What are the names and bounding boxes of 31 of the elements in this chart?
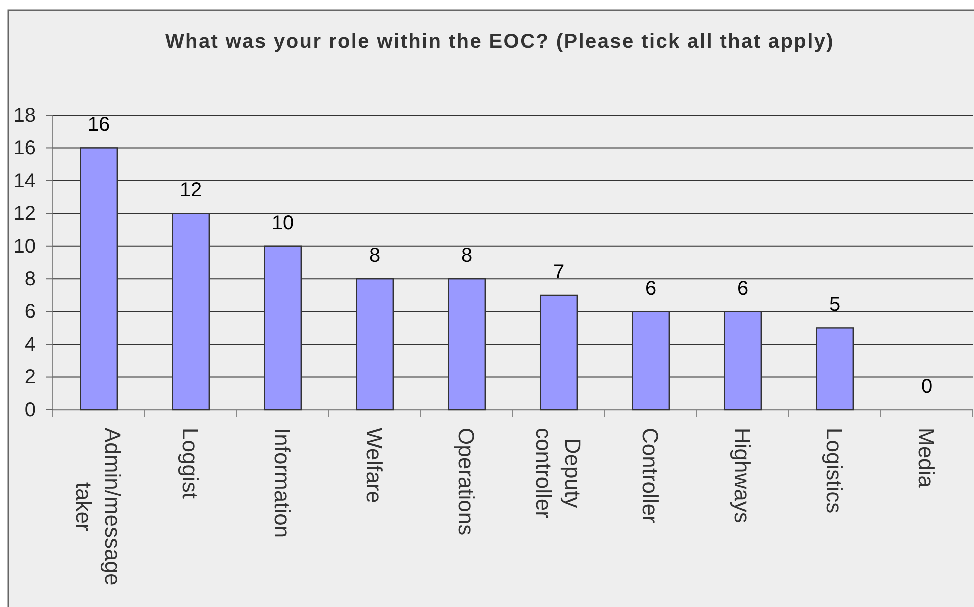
y-tick-label: 6: [24, 301, 36, 324]
data-label: 6: [645, 278, 657, 300]
y-tick-label: 12: [14, 203, 36, 226]
data-label: 8: [369, 245, 381, 268]
data-label: 10: [272, 212, 294, 234]
data-label: 12: [180, 180, 202, 202]
x-tick-label: Media: [914, 428, 939, 489]
y-tick-label: 10: [14, 236, 36, 258]
x-tick-label: Admin/message taker: [72, 428, 126, 586]
data-label: 7: [553, 261, 565, 284]
x-tick-label: Loggist: [178, 428, 203, 499]
y-tick-label: 8: [24, 268, 36, 291]
y-tick-label: 4: [24, 334, 36, 356]
y-tick-label: 0: [24, 399, 36, 422]
data-label: 6: [737, 278, 749, 300]
x-tick-label: Logistics: [822, 428, 847, 514]
y-tick-label: 2: [24, 366, 36, 389]
chart-title: What was your role within the EOC? (Please tick all that apply): [165, 31, 835, 53]
y-tick-label: 14: [14, 170, 36, 192]
x-tick-label: Welfare: [362, 428, 387, 504]
x-tick-label: Highways: [730, 428, 755, 524]
x-tick-label: Operations: [454, 428, 479, 536]
data-label: 16: [88, 114, 110, 136]
data-label: 5: [829, 294, 841, 316]
x-tick-label: Deputy controller: [532, 428, 586, 518]
x-tick-label: Controller: [638, 428, 663, 524]
data-label: 0: [921, 376, 933, 398]
y-tick-label: 18: [14, 104, 36, 127]
x-tick-label: Information: [270, 428, 295, 538]
data-label: 8: [461, 245, 473, 268]
y-tick-label: 16: [14, 138, 36, 160]
